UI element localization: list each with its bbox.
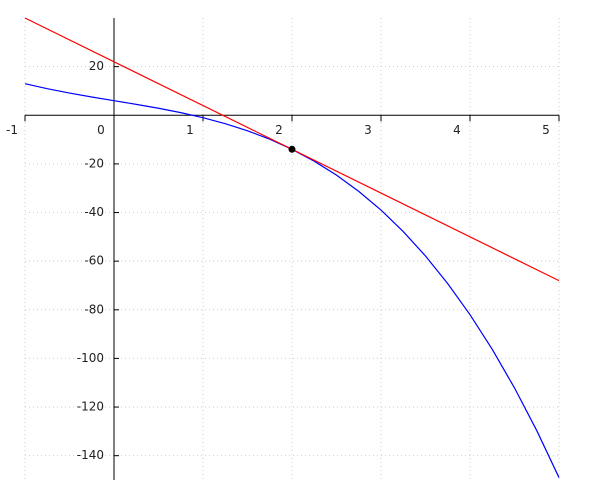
y-tick-label: -120 xyxy=(77,400,104,414)
x-tick-label: 5 xyxy=(542,123,550,137)
y-tick-label: 20 xyxy=(89,59,104,73)
x-tick-label: 0 xyxy=(97,123,105,137)
y-tick-label: -80 xyxy=(84,302,104,316)
x-tick-label: 1 xyxy=(186,123,194,137)
x-tick-label: -1 xyxy=(6,123,18,137)
y-tick-label: -100 xyxy=(77,351,104,365)
x-tick-label: 4 xyxy=(453,123,461,137)
point xyxy=(288,145,296,153)
y-tick-label: -140 xyxy=(77,448,104,462)
x-tick-label: 2 xyxy=(275,123,283,137)
x-tick-label: 3 xyxy=(364,123,372,137)
y-tick-label: -60 xyxy=(84,254,104,268)
y-tick-label: -40 xyxy=(84,205,104,219)
y-tick-label: -20 xyxy=(84,156,104,170)
